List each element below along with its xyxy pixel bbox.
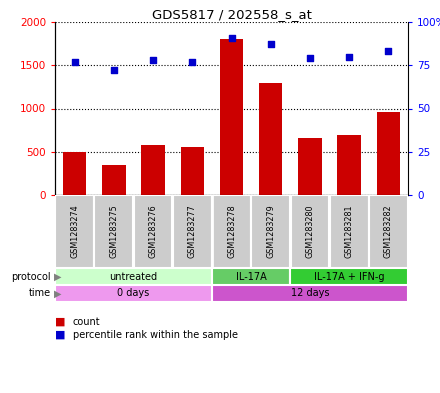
Bar: [220, 39, 243, 195]
Bar: [259, 83, 282, 195]
Point: [306, 55, 313, 61]
Text: GSM1283281: GSM1283281: [345, 205, 354, 258]
Bar: [55, 268, 212, 285]
Bar: [212, 268, 290, 285]
Text: ▶: ▶: [54, 288, 62, 299]
Text: ▶: ▶: [54, 272, 62, 281]
Title: GDS5817 / 202558_s_at: GDS5817 / 202558_s_at: [151, 8, 312, 21]
Text: ■: ■: [55, 317, 66, 327]
Bar: [55, 285, 212, 302]
Text: time: time: [29, 288, 51, 299]
Point: [189, 59, 196, 65]
Point: [110, 67, 117, 73]
Text: GSM1283274: GSM1283274: [70, 205, 79, 258]
Point: [71, 59, 78, 65]
Bar: [298, 138, 322, 195]
Bar: [377, 112, 400, 195]
Text: IL-17A + IFN-g: IL-17A + IFN-g: [314, 272, 385, 281]
Bar: [337, 135, 361, 195]
Bar: [369, 195, 408, 268]
Bar: [55, 195, 94, 268]
Point: [267, 41, 274, 48]
Bar: [102, 165, 125, 195]
Text: percentile rank within the sample: percentile rank within the sample: [73, 330, 238, 340]
Bar: [212, 285, 408, 302]
Text: GSM1283278: GSM1283278: [227, 205, 236, 258]
Bar: [290, 268, 408, 285]
Text: ■: ■: [55, 330, 66, 340]
Text: GSM1283282: GSM1283282: [384, 205, 393, 258]
Bar: [141, 145, 165, 195]
Bar: [95, 195, 133, 268]
Text: GSM1283280: GSM1283280: [305, 205, 315, 258]
Text: GSM1283279: GSM1283279: [266, 205, 275, 258]
Bar: [134, 195, 172, 268]
Bar: [251, 195, 290, 268]
Bar: [63, 152, 86, 195]
Point: [150, 57, 157, 63]
Text: protocol: protocol: [11, 272, 51, 281]
Point: [228, 35, 235, 41]
Text: IL-17A: IL-17A: [236, 272, 267, 281]
Text: GSM1283275: GSM1283275: [109, 205, 118, 258]
Text: 12 days: 12 days: [291, 288, 329, 299]
Point: [385, 48, 392, 55]
Bar: [330, 195, 369, 268]
Bar: [180, 147, 204, 195]
Text: GSM1283277: GSM1283277: [188, 205, 197, 258]
Text: count: count: [73, 317, 100, 327]
Bar: [290, 195, 330, 268]
Bar: [173, 195, 212, 268]
Point: [346, 53, 353, 60]
Text: untreated: untreated: [110, 272, 158, 281]
Text: 0 days: 0 days: [117, 288, 150, 299]
Text: GSM1283276: GSM1283276: [149, 205, 158, 258]
Bar: [212, 195, 251, 268]
